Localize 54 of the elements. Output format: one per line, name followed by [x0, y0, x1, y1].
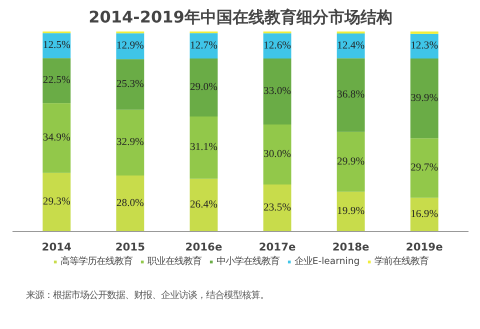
data-label: 16.9%: [410, 209, 438, 220]
data-label: 39.9%: [410, 92, 438, 104]
chart-title: 2014-2019年中国在线教育细分市场结构: [88, 8, 392, 26]
data-label: 30.0%: [264, 149, 292, 160]
data-label: 12.3%: [410, 40, 438, 52]
bar: [336, 58, 365, 132]
data-label: 29.9%: [337, 156, 365, 168]
data-label: 22.5%: [42, 75, 71, 86]
bar: [42, 58, 71, 104]
data-label: 26.4%: [190, 200, 218, 211]
bar: [190, 116, 218, 179]
data-label: 12.5%: [42, 40, 71, 52]
bar: [42, 103, 71, 173]
bar: [410, 138, 438, 198]
bar: [263, 184, 292, 232]
data-label: 12.9%: [116, 40, 144, 52]
legend-label: 高等学历在线教育: [60, 255, 132, 268]
data-label: 19.9%: [337, 206, 365, 218]
bar: [336, 132, 365, 192]
data-label: 36.8%: [337, 90, 365, 101]
legend-label: 企业E-learning: [294, 255, 360, 268]
x-tick-label: 2017e: [258, 240, 296, 254]
bar: [190, 178, 218, 232]
data-label: 12.7%: [190, 40, 218, 52]
data-label: 33.0%: [264, 86, 292, 97]
bar: [116, 110, 144, 176]
legend-label: 职业在线教育: [147, 255, 202, 268]
data-label: 31.1%: [190, 142, 218, 154]
data-label: 23.5%: [264, 202, 292, 214]
data-label: 28.0%: [116, 198, 144, 209]
data-label: 12.4%: [337, 40, 365, 52]
legend-label: 学前在线教育: [374, 255, 429, 268]
bar: [42, 172, 71, 232]
bar: [336, 192, 365, 232]
bar: [410, 58, 438, 138]
legend-label: 中小学在线教育: [216, 255, 280, 268]
x-tick-label: 2016e: [185, 240, 222, 254]
data-label: 29.3%: [42, 196, 71, 208]
data-label: 32.9%: [116, 137, 144, 148]
data-label: 29.0%: [190, 82, 218, 93]
bar: [263, 58, 292, 124]
bar: [116, 176, 144, 232]
bar: [263, 124, 292, 184]
bar: [116, 59, 144, 110]
x-tick-label: 2019e: [406, 240, 443, 254]
x-tick-label: 2014: [42, 240, 72, 254]
data-label: 29.7%: [410, 162, 438, 174]
data-label: 12.6%: [264, 40, 292, 52]
x-tick-label: 2015: [115, 240, 146, 254]
bar: [190, 58, 218, 116]
data-label: 34.9%: [42, 132, 71, 144]
data-label: 25.3%: [116, 78, 144, 90]
x-tick-label: 2018e: [332, 240, 370, 254]
source-note: 来源：根据市场公开数据、财报、企业访谈，结合模型核算。: [26, 290, 270, 301]
